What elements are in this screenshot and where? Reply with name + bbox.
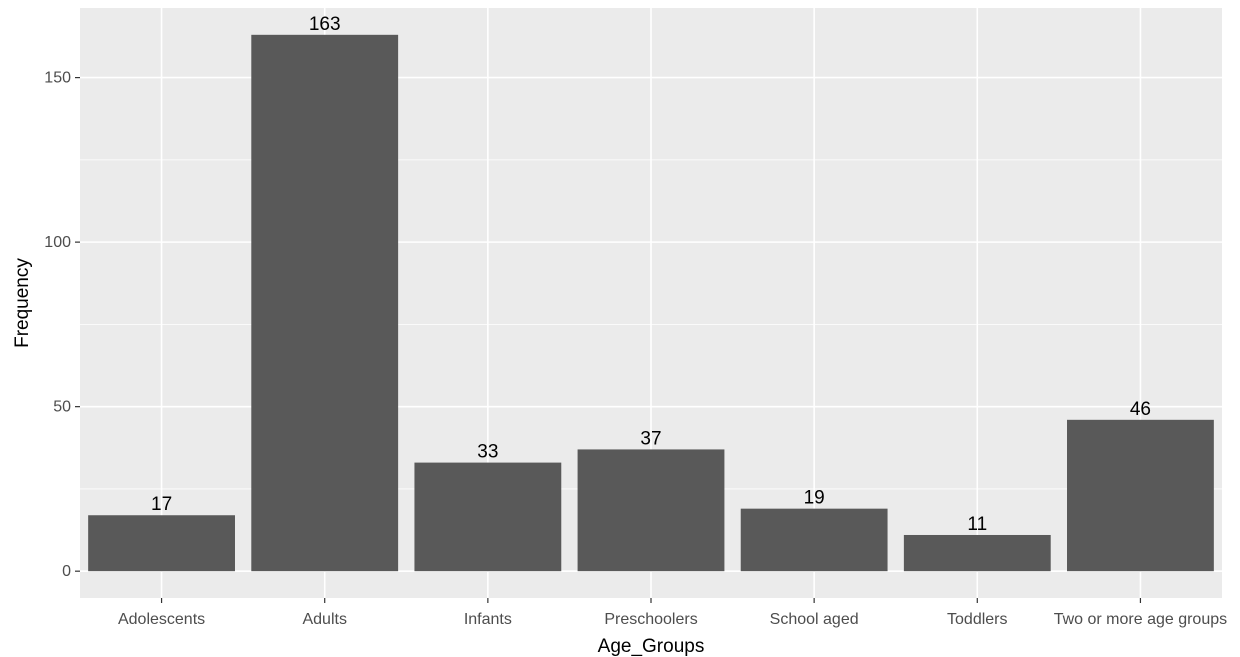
y-tick-label: 0 [62, 563, 71, 580]
x-axis: Adolescents Adults Infants Preschoolers Scho… [118, 598, 1227, 628]
bars [88, 34, 1214, 572]
bar [577, 449, 725, 572]
x-tick-label: Adults [302, 611, 346, 628]
data-label: 37 [640, 428, 661, 449]
data-label: 11 [967, 514, 987, 535]
data-label: 17 [151, 494, 172, 515]
bar [740, 508, 888, 572]
data-label: 163 [309, 14, 341, 35]
x-tick-label: Preschoolers [604, 611, 697, 628]
bar [251, 34, 399, 572]
data-labels: 17 163 33 37 19 11 46 [151, 14, 1151, 535]
x-tick-label: Infants [464, 611, 512, 628]
data-label: 46 [1130, 399, 1151, 420]
x-tick-label: School aged [770, 611, 859, 628]
x-tick-label: Two or more age groups [1054, 611, 1227, 628]
data-label: 33 [477, 442, 498, 463]
y-axis: 0 50 100 150 [44, 70, 80, 580]
data-label: 19 [804, 488, 825, 509]
y-tick-label: 50 [53, 399, 71, 416]
bar [88, 515, 235, 572]
bar [903, 534, 1051, 572]
x-axis-title: Age_Groups [598, 636, 705, 657]
bar [414, 462, 562, 572]
y-axis-title: Frequency [12, 258, 33, 348]
bar [1067, 419, 1214, 572]
x-tick-label: Adolescents [118, 611, 205, 628]
y-tick-label: 150 [44, 70, 71, 87]
x-tick-label: Toddlers [947, 611, 1007, 628]
y-tick-label: 100 [44, 234, 71, 251]
